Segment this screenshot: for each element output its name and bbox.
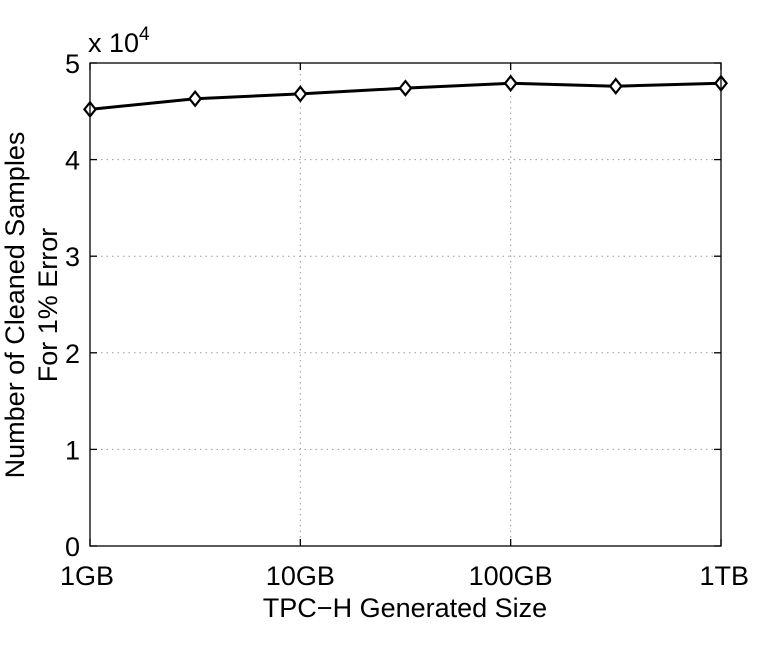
ticks bbox=[89, 62, 722, 547]
x-tick-label: 1TB bbox=[699, 561, 749, 591]
y-axis-exponent: x 104 bbox=[88, 24, 150, 58]
y-axis-label-line2: For 1% Error bbox=[33, 228, 63, 383]
data-point-marker bbox=[188, 89, 203, 108]
y-exponent-base: x 10 bbox=[88, 28, 139, 58]
x-tick-label: 1GB bbox=[60, 561, 114, 591]
data-point-marker bbox=[608, 77, 623, 95]
data-point-marker bbox=[398, 79, 413, 97]
grid bbox=[90, 63, 721, 546]
y-tick-label: 3 bbox=[65, 242, 80, 272]
x-axis-label: TPC−H Generated Size bbox=[263, 593, 547, 623]
y-tick-label: 2 bbox=[65, 339, 80, 369]
y-tick-labels: 0 1 2 3 4 5 bbox=[65, 49, 80, 562]
y-axis-label-line1: Number of Cleaned Samples bbox=[0, 132, 30, 479]
y-tick-label: 4 bbox=[65, 146, 80, 176]
x-tick-label: 10GB bbox=[266, 561, 335, 591]
y-tick-label: 1 bbox=[65, 435, 80, 465]
data-point-marker bbox=[503, 74, 518, 93]
plot-frame bbox=[89, 62, 722, 547]
y-tick-label: 5 bbox=[65, 49, 80, 79]
x-tick-label: 100GB bbox=[469, 561, 553, 591]
y-tick-label: 0 bbox=[65, 532, 80, 562]
y-exponent-power: 4 bbox=[139, 24, 150, 45]
x-tick-labels: 1GB 10GB 100GB 1TB bbox=[60, 561, 749, 591]
series-layer bbox=[82, 74, 729, 119]
data-point-marker bbox=[293, 85, 308, 103]
